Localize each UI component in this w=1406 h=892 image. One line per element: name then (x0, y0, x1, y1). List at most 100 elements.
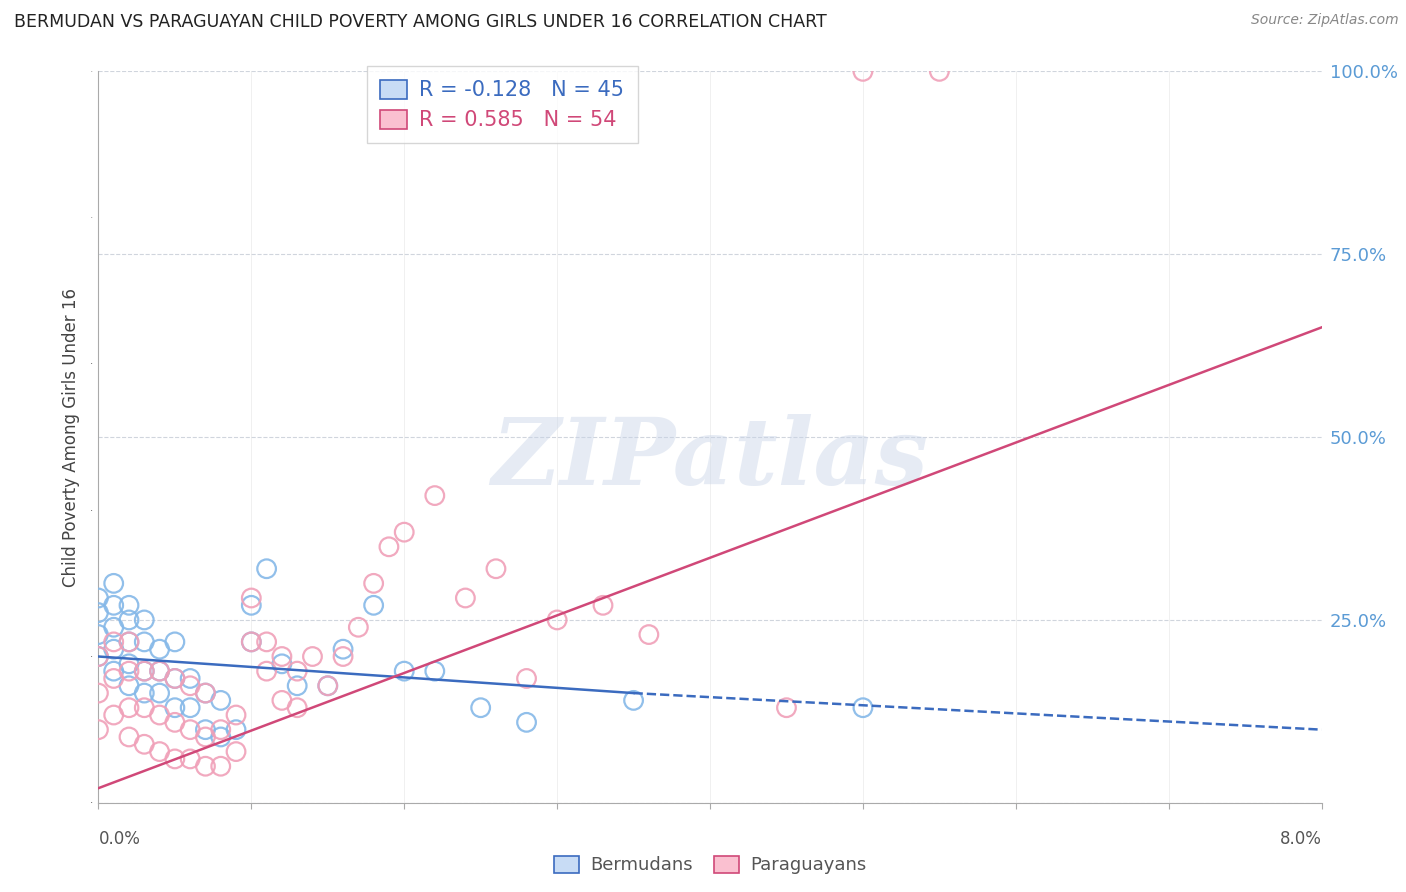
Point (179, 679, 201, 693)
Point (516, 672, 538, 686)
Text: ZIPatlas: ZIPatlas (492, 414, 928, 504)
Point (225, 745, 247, 759)
Point (134, 686, 156, 700)
Text: 0.0%: 0.0% (98, 830, 141, 847)
Point (87, 723, 110, 737)
Point (301, 649, 323, 664)
Point (149, 708, 172, 723)
Point (103, 708, 125, 723)
Point (134, 700, 156, 714)
Point (225, 708, 247, 723)
Point (516, 715, 538, 730)
Point (163, 635, 186, 649)
Text: Source: ZipAtlas.com: Source: ZipAtlas.com (1251, 13, 1399, 28)
Point (285, 664, 308, 678)
Point (149, 642, 172, 657)
Point (240, 591, 263, 605)
Point (163, 672, 186, 686)
Point (163, 700, 186, 714)
Point (134, 635, 156, 649)
Point (87, 686, 110, 700)
Point (87, 591, 110, 605)
Point (378, 540, 401, 554)
Point (392, 525, 416, 540)
Point (470, 700, 492, 714)
Point (347, 620, 370, 634)
Point (118, 679, 141, 693)
Point (270, 657, 294, 671)
Point (118, 730, 141, 744)
Point (87, 606, 110, 620)
Point (149, 686, 172, 700)
Point (194, 723, 217, 737)
Point (194, 759, 217, 773)
Point (163, 672, 186, 686)
Point (363, 599, 385, 613)
Text: BERMUDAN VS PARAGUAYAN CHILD POVERTY AMONG GIRLS UNDER 16 CORRELATION CHART: BERMUDAN VS PARAGUAYAN CHILD POVERTY AMO… (14, 13, 827, 31)
Point (592, 599, 614, 613)
Point (118, 664, 141, 678)
Point (103, 576, 125, 591)
Point (118, 657, 141, 671)
Point (363, 576, 385, 591)
Point (134, 664, 156, 678)
Point (103, 642, 125, 657)
Point (87, 649, 110, 664)
Point (285, 700, 308, 714)
Text: 8.0%: 8.0% (1279, 830, 1322, 847)
Point (194, 730, 217, 744)
Point (392, 664, 416, 678)
Point (270, 693, 294, 707)
Point (87, 649, 110, 664)
Point (209, 723, 232, 737)
Point (118, 700, 141, 714)
Point (179, 672, 201, 686)
Point (134, 664, 156, 678)
Point (149, 664, 172, 678)
Point (118, 613, 141, 627)
Point (87, 627, 110, 641)
Point (485, 562, 508, 576)
Y-axis label: Child Poverty Among Girls Under 16: Child Poverty Among Girls Under 16 (62, 287, 80, 587)
Point (270, 649, 294, 664)
Point (134, 613, 156, 627)
Point (852, 700, 875, 714)
Point (118, 635, 141, 649)
Point (118, 599, 141, 613)
Point (623, 693, 645, 707)
Point (163, 752, 186, 766)
Point (928, 64, 950, 78)
Point (209, 730, 232, 744)
Point (285, 679, 308, 693)
Point (256, 635, 278, 649)
Point (423, 489, 446, 503)
Point (240, 635, 263, 649)
Point (454, 591, 477, 605)
Point (546, 613, 568, 627)
Point (256, 562, 278, 576)
Point (103, 620, 125, 634)
Point (179, 700, 201, 714)
Point (332, 649, 354, 664)
Point (149, 745, 172, 759)
Point (179, 723, 201, 737)
Point (103, 672, 125, 686)
Point (209, 759, 232, 773)
Point (256, 664, 278, 678)
Legend: Bermudans, Paraguayans: Bermudans, Paraguayans (547, 848, 873, 881)
Point (423, 664, 446, 678)
Point (225, 723, 247, 737)
Point (103, 664, 125, 678)
Point (316, 679, 339, 693)
Point (775, 700, 797, 714)
Point (332, 642, 354, 657)
Point (134, 737, 156, 751)
Point (240, 599, 263, 613)
Point (149, 664, 172, 678)
Point (240, 635, 263, 649)
Point (194, 686, 217, 700)
Point (637, 627, 661, 641)
Point (118, 635, 141, 649)
Point (316, 679, 339, 693)
Point (163, 715, 186, 730)
